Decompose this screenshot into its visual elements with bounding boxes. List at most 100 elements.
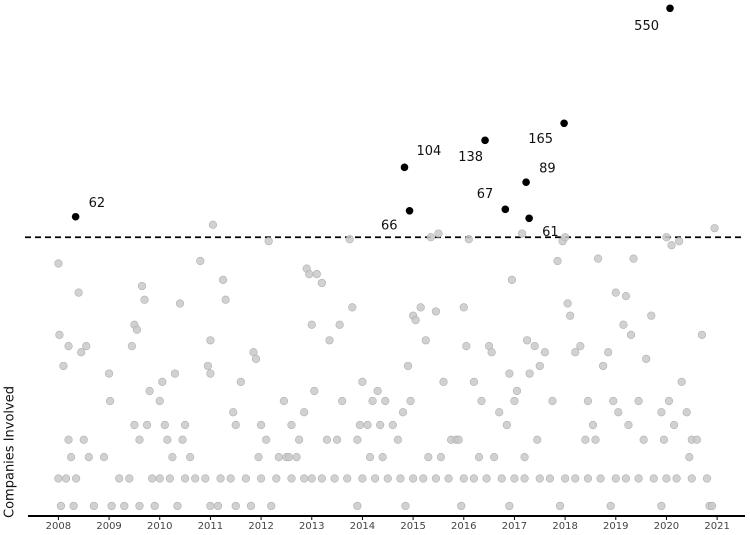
point: [487, 348, 496, 357]
value-label: 89: [539, 162, 556, 177]
point: [436, 453, 446, 462]
point: [55, 330, 64, 339]
point: [82, 341, 91, 351]
point: [634, 474, 643, 483]
point: [61, 474, 71, 483]
point: [555, 501, 565, 511]
highlight-point: [405, 206, 414, 215]
point: [672, 474, 681, 483]
x-tick-label: 2013: [299, 521, 324, 532]
point: [135, 435, 144, 444]
point: [251, 354, 261, 363]
point: [173, 501, 182, 511]
highlight-point: [666, 4, 674, 13]
point: [284, 453, 294, 462]
point: [621, 292, 631, 301]
point: [158, 377, 167, 386]
point: [264, 237, 273, 246]
point: [583, 474, 593, 483]
point: [213, 501, 223, 511]
value-label: 550: [634, 19, 659, 34]
point: [682, 408, 691, 417]
point: [462, 341, 471, 351]
point: [368, 396, 377, 406]
point: [373, 386, 382, 396]
point: [59, 361, 68, 371]
point: [317, 474, 326, 483]
highlight-point: [400, 163, 409, 172]
x-tick-label: 2018: [552, 521, 577, 532]
point: [310, 386, 319, 396]
point: [657, 501, 666, 511]
point: [411, 316, 420, 325]
point: [566, 311, 575, 320]
point: [426, 233, 435, 242]
point: [588, 420, 598, 430]
point: [383, 474, 392, 483]
point: [256, 420, 266, 430]
point: [155, 474, 164, 483]
point: [345, 235, 354, 244]
point: [206, 501, 215, 511]
x-tick-label: 2014: [350, 521, 375, 532]
point: [393, 435, 403, 444]
point: [677, 377, 686, 386]
point: [206, 336, 215, 345]
point: [416, 303, 425, 312]
point: [254, 453, 263, 462]
point: [130, 420, 139, 430]
point: [236, 377, 245, 386]
point: [312, 270, 321, 279]
point: [523, 336, 532, 345]
point: [533, 435, 542, 444]
point: [376, 420, 385, 430]
point: [619, 320, 628, 329]
point: [535, 361, 544, 371]
point: [180, 420, 190, 430]
point: [629, 254, 638, 263]
point: [262, 435, 271, 444]
point: [294, 435, 304, 444]
point: [150, 501, 159, 511]
point: [593, 254, 603, 263]
point: [335, 320, 344, 329]
value-label: 104: [416, 144, 441, 159]
point: [520, 453, 529, 462]
point: [505, 369, 514, 378]
point: [358, 377, 367, 386]
point: [300, 474, 309, 483]
point: [490, 453, 499, 462]
point: [545, 474, 555, 483]
point: [497, 474, 506, 483]
point: [140, 295, 149, 304]
value-label: 67: [477, 187, 494, 202]
point: [196, 256, 205, 266]
point: [125, 474, 134, 483]
value-label: 138: [458, 150, 483, 165]
point: [231, 501, 240, 511]
point: [459, 474, 468, 483]
point: [434, 229, 443, 238]
point: [406, 396, 415, 406]
point: [353, 501, 362, 511]
point: [657, 408, 666, 417]
point: [669, 420, 679, 430]
point: [576, 341, 585, 351]
point: [634, 396, 643, 406]
point: [221, 295, 230, 304]
point: [583, 396, 593, 406]
point: [64, 435, 73, 444]
highlight-point: [501, 205, 510, 214]
point: [226, 474, 235, 483]
point: [120, 501, 129, 511]
point: [477, 396, 486, 406]
point: [74, 288, 83, 297]
point: [216, 474, 225, 483]
point: [163, 435, 172, 444]
point: [353, 435, 362, 444]
point: [54, 474, 63, 483]
point: [358, 474, 367, 483]
point: [659, 435, 669, 444]
point: [530, 341, 539, 351]
